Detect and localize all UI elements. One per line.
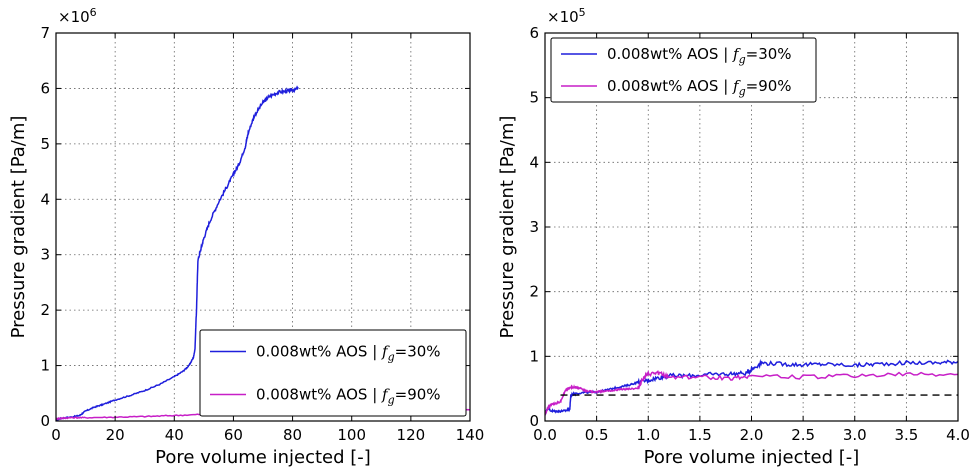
series-line-2 <box>545 369 958 416</box>
x-tick-label: 2.5 <box>791 426 815 444</box>
x-tick-label: 40 <box>165 426 184 444</box>
y-tick-label: 3 <box>529 218 539 236</box>
x-axis-label: Pore volume injected [-] <box>644 447 860 468</box>
x-tick-label: 3.5 <box>894 426 918 444</box>
y-tick-label: 2 <box>40 301 50 319</box>
x-tick-label: 100 <box>337 426 366 444</box>
x-tick-label: 3.0 <box>843 426 867 444</box>
legend-label-2: 0.008wt% AOS | fg=90% <box>256 386 441 407</box>
x-tick-label: 80 <box>283 426 302 444</box>
chart-panel-2: 0.0 0.5 1.0 1.5 2.0 2.5 3.0 3.5 4.0 0 1 2 3 4 5 6 ×105 Po… <box>497 6 970 468</box>
y-tick-label: 3 <box>40 246 50 264</box>
x-tick-label: 1.0 <box>636 426 660 444</box>
legend-box <box>199 329 467 417</box>
y-axis-label: Pressure gradient [Pa/m] <box>8 116 29 339</box>
x-tick-label: 0.0 <box>533 426 557 444</box>
y-tick-label: 1 <box>40 357 50 375</box>
legend-label-1: 0.008wt% AOS | fg=30% <box>607 45 792 66</box>
x-tick-label: 60 <box>224 426 243 444</box>
series-line-1 <box>56 85 299 421</box>
x-tick-label: 0.5 <box>585 426 609 444</box>
y-tick-label: 5 <box>529 89 539 107</box>
y-scale-exponent: ×106 <box>58 6 97 26</box>
y-tick-label: 0 <box>40 412 50 430</box>
y-tick-label: 5 <box>40 135 50 153</box>
legend-box <box>550 37 817 103</box>
y-tick-label: 1 <box>529 347 539 365</box>
legend: 0.008wt% AOS | fg=30% 0.008wt% AOS | fg=9… <box>199 329 467 417</box>
plot-frame <box>55 32 471 422</box>
y-tick-label: 2 <box>529 283 539 301</box>
x-tick-label: 120 <box>397 426 426 444</box>
y-axis-label: Pressure gradient [Pa/m] <box>497 116 518 339</box>
series-line-1 <box>545 358 958 417</box>
y-tick-label: 4 <box>40 190 50 208</box>
x-tick-label: 4.0 <box>946 426 970 444</box>
series-group <box>545 358 958 417</box>
x-tick-label: 2.0 <box>740 426 764 444</box>
x-tick-label: 20 <box>106 426 125 444</box>
legend-label-2: 0.008wt% AOS | fg=90% <box>607 77 792 98</box>
x-axis-label: Pore volume injected [-] <box>155 447 371 468</box>
y-tick-label: 4 <box>529 153 539 171</box>
x-tick-label: 140 <box>456 426 485 444</box>
y-tick-label: 6 <box>40 79 50 97</box>
y-tick-label: 0 <box>529 412 539 430</box>
y-tick-label: 7 <box>40 24 50 42</box>
x-tick-label: 0 <box>51 426 61 444</box>
x-tick-label: 1.5 <box>688 426 712 444</box>
y-scale-exponent: ×105 <box>547 6 586 26</box>
legend-label-1: 0.008wt% AOS | fg=30% <box>256 343 441 364</box>
legend: 0.008wt% AOS | fg=30% 0.008wt% AOS | fg=9… <box>550 37 817 103</box>
chart-panel-1: 0 20 40 60 80 100 120 140 0 1 2 3 4 5 6 7 ×106 Pore volum… <box>8 6 484 468</box>
y-tick-label: 6 <box>529 24 539 42</box>
